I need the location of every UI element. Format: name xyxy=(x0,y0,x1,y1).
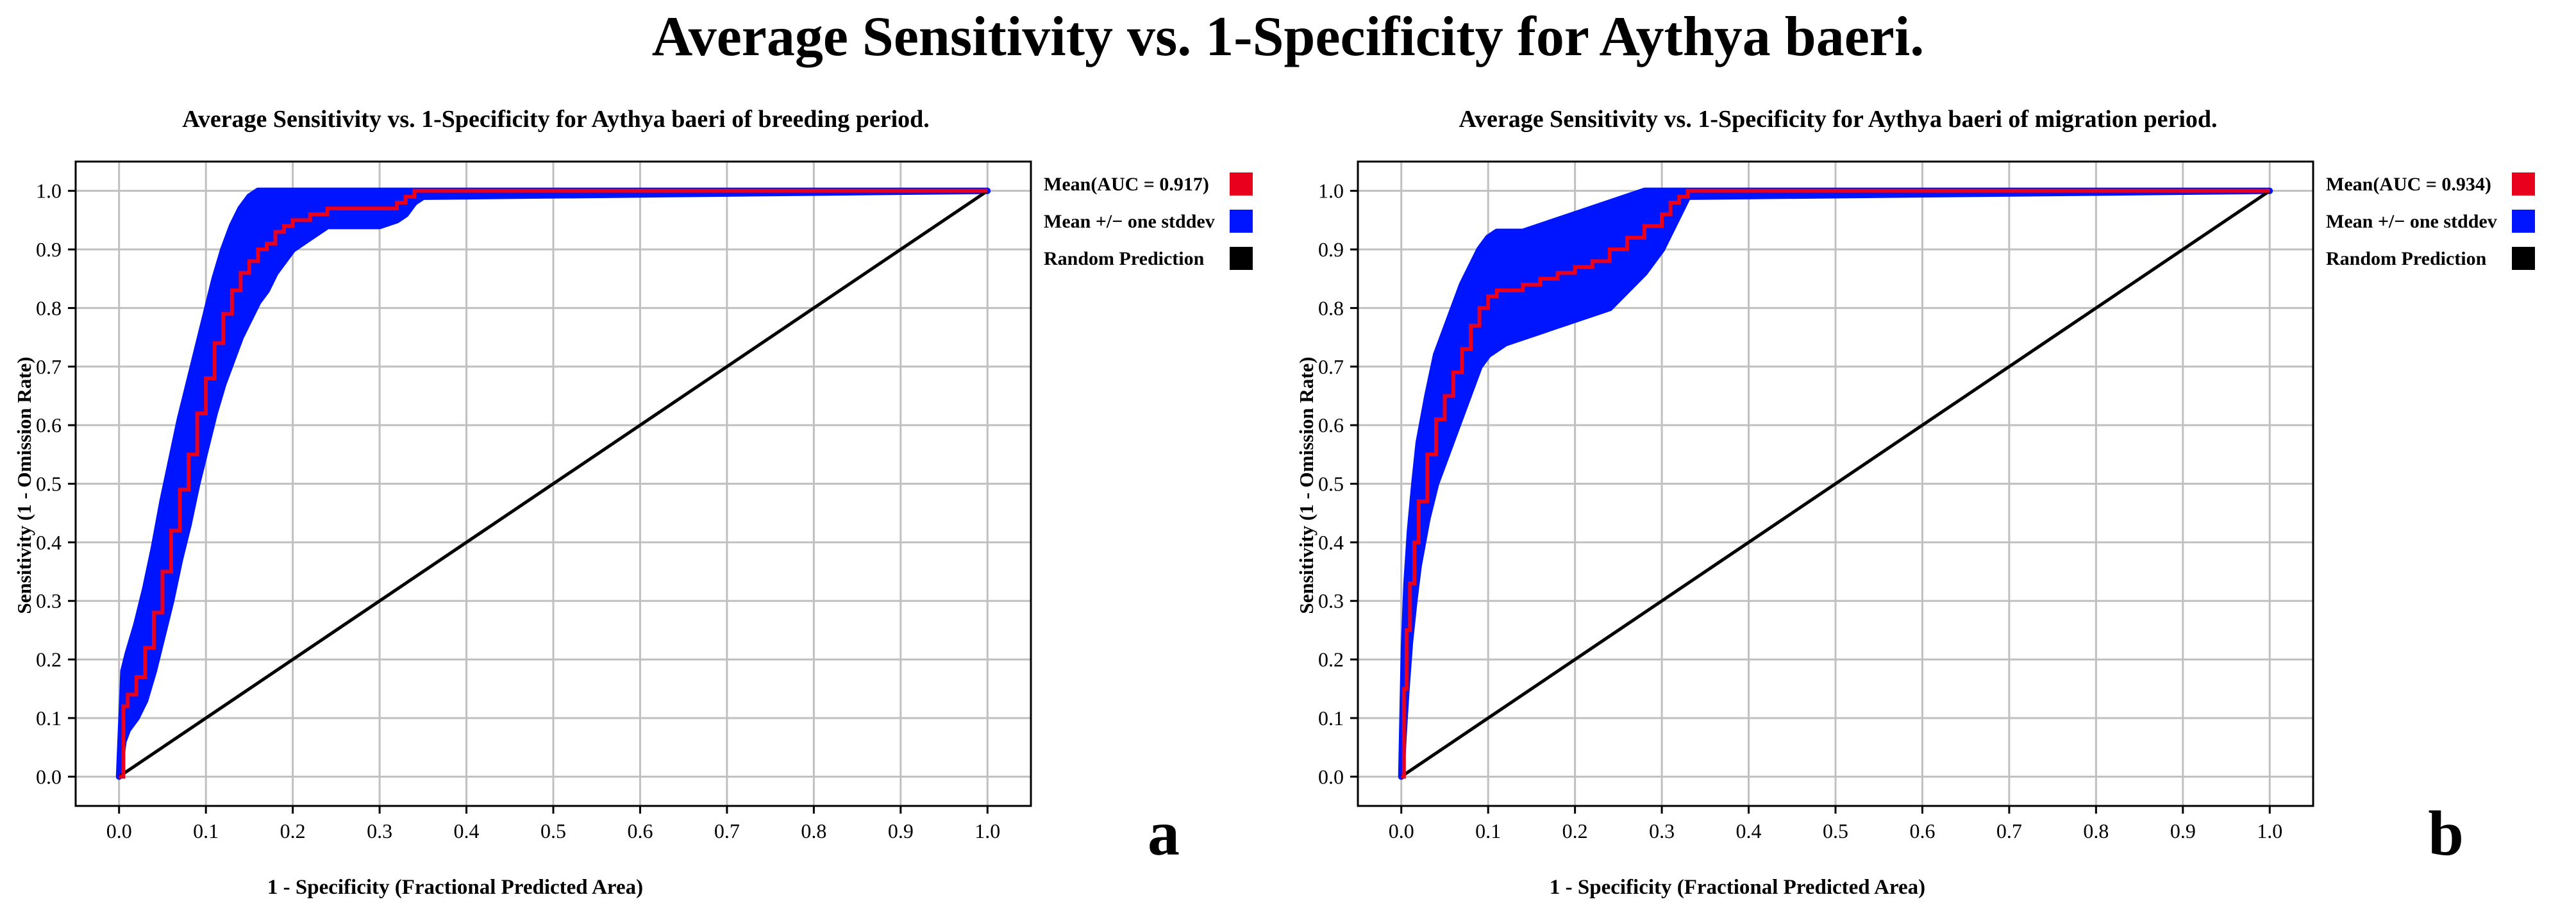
y-tick-label: 0.3 xyxy=(36,589,62,612)
random-prediction-line xyxy=(118,189,989,778)
y-axis-label: Sensitivity (1 - Omission Rate) xyxy=(1295,356,1317,614)
y-tick-label: 0.8 xyxy=(1318,296,1344,319)
y-tick-label: 0.9 xyxy=(36,238,62,261)
legend-label-random: Random Prediction xyxy=(1044,248,1205,269)
x-axis-label: 1 - Specificity (Fractional Predicted Ar… xyxy=(267,876,643,899)
chart-panel-b: 0.0 0.1 0.2 0.3 0.4 0.5 0.6 0.7 0.8 0.9 1.0 0.0 0.1 0… xyxy=(1282,96,2564,913)
legend-label-mean: Mean(AUC = 0.934) xyxy=(2326,174,2491,195)
legend-label-mean: Mean(AUC = 0.917) xyxy=(1044,174,1209,195)
y-tick-label: 1.0 xyxy=(1318,180,1344,203)
x-tick-label: 1.0 xyxy=(974,819,1000,842)
x-tick-label: 0.8 xyxy=(2083,819,2109,842)
legend-label-stddev: Mean +/− one stddev xyxy=(2326,211,2497,232)
y-tick-label: 0.5 xyxy=(36,473,62,496)
x-tick-label: 0.3 xyxy=(367,819,392,842)
random-prediction-line xyxy=(1400,189,2271,778)
legend-swatch-mean xyxy=(2512,172,2535,196)
x-tick-label: 0.5 xyxy=(540,819,566,842)
plot-frame xyxy=(74,160,1032,807)
legend-swatch-mean xyxy=(1230,172,1253,196)
chart-panel-a: 0.0 0.1 0.2 0.3 0.4 0.5 0.6 0.7 0.8 0.9 1.0 0.0 0.1 0… xyxy=(0,96,1282,913)
roc-chart-b: 0.0 0.1 0.2 0.3 0.4 0.5 0.6 0.7 0.8 0.9 1.0 0.0 0.1 0… xyxy=(1295,106,2535,899)
mean-roc-line xyxy=(1401,188,2270,779)
x-tick-label: 0.9 xyxy=(2170,819,2196,842)
x-tick-label: 0.5 xyxy=(1823,819,1848,842)
legend-label-random: Random Prediction xyxy=(2326,248,2487,269)
legend-swatch-random xyxy=(1230,247,1253,270)
y-tick-label: 0.0 xyxy=(36,765,62,788)
y-tick-label: 0.1 xyxy=(36,707,62,730)
legend-swatch-stddev xyxy=(2512,210,2535,233)
x-tick-label: 0.6 xyxy=(627,819,653,842)
y-tick-label: 0.9 xyxy=(1318,238,1344,261)
plot-frame xyxy=(1357,160,2314,807)
legend-swatch-random xyxy=(2512,247,2535,270)
y-tick-label: 0.2 xyxy=(36,648,62,671)
y-tick-label: 0.8 xyxy=(36,296,62,319)
x-tick-label: 0.7 xyxy=(1996,819,2022,842)
panel-letter: b xyxy=(2428,798,2464,869)
x-axis-label: 1 - Specificity (Fractional Predicted Ar… xyxy=(1550,876,1925,899)
x-tick-label: 0.6 xyxy=(1909,819,1935,842)
legend-swatch-stddev xyxy=(1230,210,1253,233)
chart-title: Average Sensitivity vs. 1-Specificity fo… xyxy=(1459,106,2217,133)
y-axis-label: Sensitivity (1 - Omission Rate) xyxy=(13,356,35,614)
x-tick-label: 0.2 xyxy=(280,819,306,842)
mean-roc-line xyxy=(119,188,988,779)
plot-layer: 0.0 0.1 0.2 0.3 0.4 0.5 0.6 0.7 0.8 0.9 1.0 0.0 0.1 0… xyxy=(36,160,1253,842)
y-tick-label: 0.7 xyxy=(1318,355,1344,378)
y-tick-label: 0.4 xyxy=(1318,531,1344,554)
x-tick-label: 0.0 xyxy=(1389,819,1414,842)
y-tick-label: 1.0 xyxy=(36,180,62,203)
y-tick-label: 0.4 xyxy=(36,531,62,554)
x-tick-label: 1.0 xyxy=(2257,819,2282,842)
y-tick-label: 0.6 xyxy=(36,414,62,437)
y-tick-label: 0.2 xyxy=(1318,648,1344,671)
panel-letter: a xyxy=(1148,798,1180,869)
x-tick-label: 0.4 xyxy=(454,819,480,842)
x-tick-label: 0.9 xyxy=(888,819,914,842)
x-tick-label: 0.1 xyxy=(1475,819,1501,842)
chart-title: Average Sensitivity vs. 1-Specificity fo… xyxy=(182,106,930,133)
y-tick-label: 0.5 xyxy=(1318,473,1344,496)
x-tick-label: 0.4 xyxy=(1736,819,1762,842)
y-tick-label: 0.3 xyxy=(1318,589,1344,612)
y-tick-label: 0.6 xyxy=(1318,414,1344,437)
roc-chart-a: 0.0 0.1 0.2 0.3 0.4 0.5 0.6 0.7 0.8 0.9 1.0 0.0 0.1 0… xyxy=(13,106,1253,899)
figure-title: Average Sensitivity vs. 1-Specificity fo… xyxy=(651,6,1925,68)
x-tick-label: 0.7 xyxy=(714,819,740,842)
x-tick-label: 0.8 xyxy=(801,819,826,842)
x-tick-label: 0.3 xyxy=(1649,819,1675,842)
x-tick-label: 0.2 xyxy=(1562,819,1588,842)
plot-layer: 0.0 0.1 0.2 0.3 0.4 0.5 0.6 0.7 0.8 0.9 1.0 0.0 0.1 0… xyxy=(1318,160,2535,842)
y-tick-label: 0.1 xyxy=(1318,707,1344,730)
y-tick-label: 0.0 xyxy=(1318,765,1344,788)
x-tick-label: 0.1 xyxy=(193,819,219,842)
y-tick-label: 0.7 xyxy=(36,355,62,378)
x-tick-label: 0.0 xyxy=(106,819,132,842)
legend-label-stddev: Mean +/− one stddev xyxy=(1044,211,1215,232)
